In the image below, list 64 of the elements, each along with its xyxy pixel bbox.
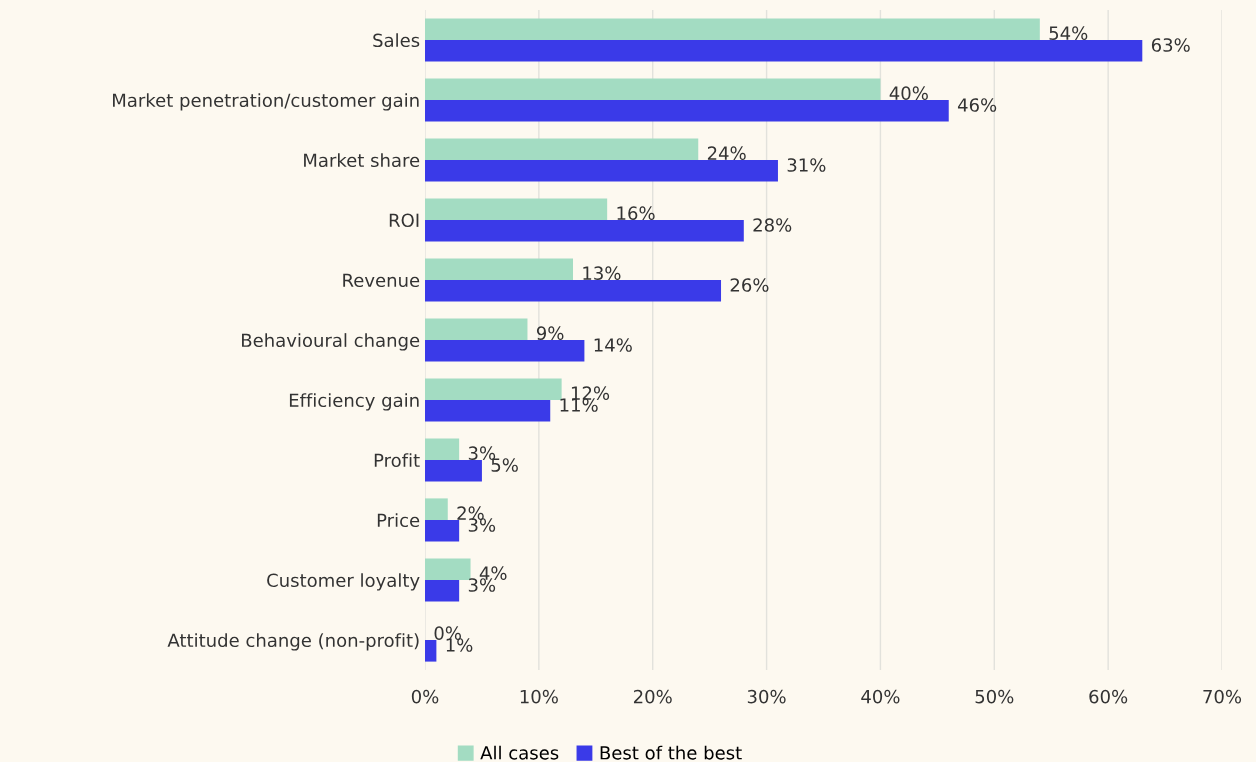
y-tick-label: Revenue	[343, 273, 420, 288]
x-tick-label: 70%	[1203, 689, 1242, 704]
data-label: 54%	[1049, 26, 1088, 40]
data-label: 24%	[707, 146, 746, 160]
bar	[425, 258, 574, 280]
y-tick-label: Sales	[373, 33, 420, 48]
x-tick-label: 40%	[861, 689, 900, 704]
bar	[425, 220, 744, 242]
y-tick-label: ROI	[389, 213, 419, 228]
data-label: 28%	[753, 218, 792, 232]
bar	[425, 400, 551, 422]
x-tick-label: 60%	[1089, 689, 1128, 704]
bar	[425, 520, 460, 542]
data-label: 31%	[787, 158, 826, 172]
bar	[425, 100, 949, 122]
legend-label: Best of the best	[600, 745, 742, 760]
data-label: 2%	[457, 506, 484, 520]
data-label: 5%	[491, 458, 518, 472]
bar	[425, 378, 562, 400]
legend-label: All cases	[480, 745, 559, 760]
x-tick-label: 50%	[975, 689, 1014, 704]
bar	[425, 318, 528, 340]
y-tick-label: Price	[377, 513, 420, 528]
bar	[425, 40, 1143, 62]
data-label: 3%	[468, 518, 496, 532]
data-label: 1%	[446, 638, 473, 652]
bar	[425, 138, 699, 160]
data-label: 11%	[560, 398, 598, 412]
x-tick-label: 20%	[633, 689, 672, 704]
y-tick-label: Market share	[304, 153, 420, 168]
x-tick-label: 0%	[411, 689, 439, 704]
bar	[425, 340, 585, 362]
data-label: 0%	[434, 626, 461, 640]
bar	[425, 558, 471, 580]
data-label: 14%	[594, 338, 632, 352]
bar	[425, 580, 460, 602]
bar	[425, 18, 1040, 40]
bar	[425, 280, 722, 302]
y-tick-label: Behavioural change	[242, 333, 420, 351]
data-label: 4%	[479, 566, 507, 580]
data-label: 16%	[617, 206, 655, 220]
data-label: 46%	[957, 98, 997, 112]
bar	[425, 640, 437, 662]
data-label: 40%	[889, 86, 928, 100]
data-label: 26%	[730, 278, 769, 292]
data-label: 63%	[1151, 38, 1190, 52]
bar	[425, 160, 778, 182]
y-tick-label: Market penetration/customer gain	[113, 93, 419, 111]
data-label: 3%	[468, 578, 496, 592]
bar	[425, 460, 482, 482]
bar	[425, 78, 881, 100]
data-label: 9%	[536, 326, 564, 340]
bar	[425, 198, 608, 220]
x-tick-label: 30%	[747, 689, 786, 704]
bar	[425, 498, 448, 520]
x-tick-label: 10%	[520, 689, 558, 704]
y-tick-label: Efficiency gain	[289, 393, 419, 411]
data-label: 13%	[583, 266, 621, 280]
data-label: 3%	[468, 446, 496, 460]
y-tick-label: Profit	[374, 453, 420, 468]
y-tick-label: Customer loyalty	[267, 573, 420, 591]
bar	[425, 438, 460, 460]
y-tick-label: Attitude change (non-profit)	[167, 633, 419, 651]
data-label: 12%	[571, 386, 610, 400]
